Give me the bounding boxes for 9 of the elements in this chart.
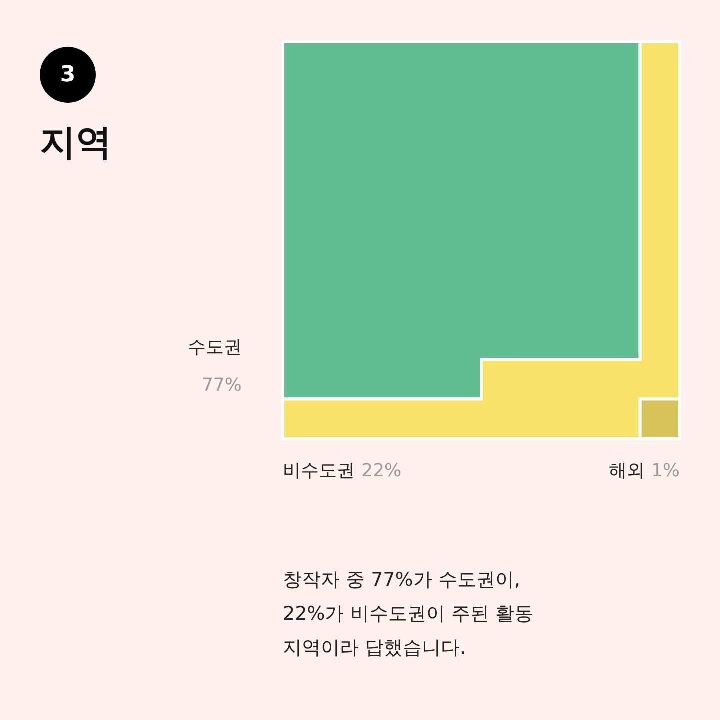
category-label: 비수도권 (283, 460, 355, 482)
text: 창작자 중 77%가 수도권이, 22%가 비수도권이 주된 활동 지역이라 답했습니다. (283, 569, 534, 659)
category-label: 해외 (608, 460, 645, 482)
data-label: 1% (651, 460, 680, 482)
category-label: 수도권 (188, 336, 242, 358)
data-label: 77% (202, 374, 242, 396)
data-label: 22% (362, 460, 402, 482)
text: 3 (60, 62, 76, 88)
text: 지역 (40, 122, 112, 164)
